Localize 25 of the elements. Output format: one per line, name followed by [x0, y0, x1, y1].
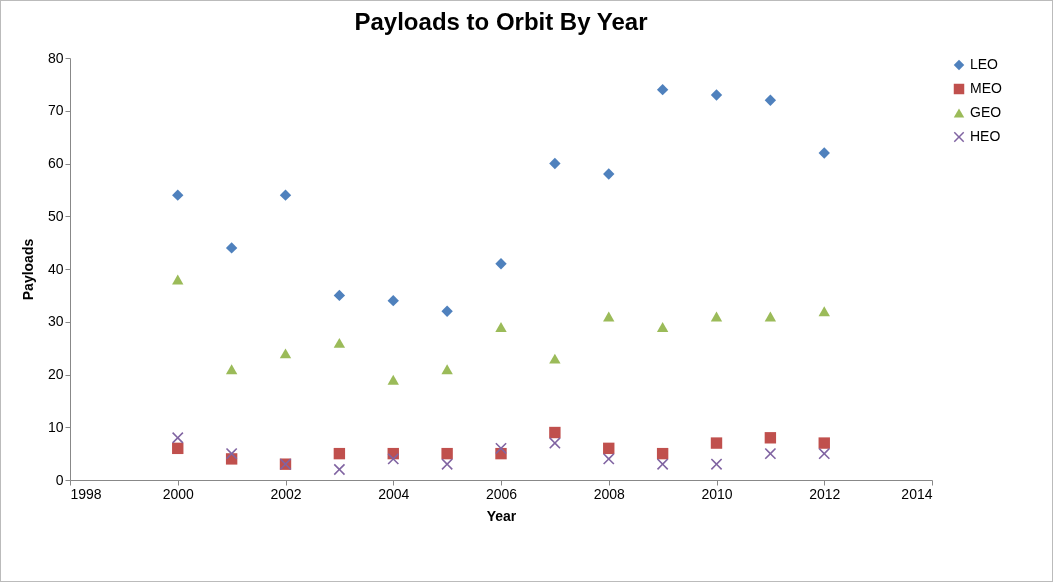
legend-label: HEO — [970, 128, 1001, 144]
y-tick-label: 50 — [47, 207, 64, 224]
y-tick-label: 40 — [47, 260, 64, 277]
y-tick-label: 60 — [47, 155, 64, 171]
x-tick-label: 2010 — [701, 485, 733, 502]
x-tick-label: 2012 — [809, 485, 841, 502]
y-tick-label: 80 — [47, 49, 64, 66]
legend-label: MEO — [970, 80, 1002, 96]
x-tick-label: 1998 — [70, 485, 102, 502]
legend-label: GEO — [970, 104, 1002, 120]
y-tick-label: 0 — [55, 471, 64, 488]
legend-label: LEO — [970, 56, 999, 72]
x-tick-label: 2014 — [901, 485, 933, 502]
x-tick-label: 2006 — [485, 485, 518, 502]
y-axis-title: Payloads — [19, 238, 36, 301]
chart-title: Payloads to Orbit By Year — [354, 8, 648, 35]
x-tick-label: 2002 — [270, 485, 302, 502]
y-tick-label: 70 — [47, 102, 64, 119]
y-tick-label: 20 — [47, 366, 64, 382]
y-tick-label: 30 — [47, 313, 64, 330]
x-tick-label: 2000 — [162, 485, 195, 502]
y-tick-label: 10 — [47, 418, 64, 435]
x-tick-label: 2004 — [378, 485, 410, 502]
x-axis-title: Year — [486, 507, 517, 524]
x-tick-label: 2008 — [593, 485, 626, 502]
